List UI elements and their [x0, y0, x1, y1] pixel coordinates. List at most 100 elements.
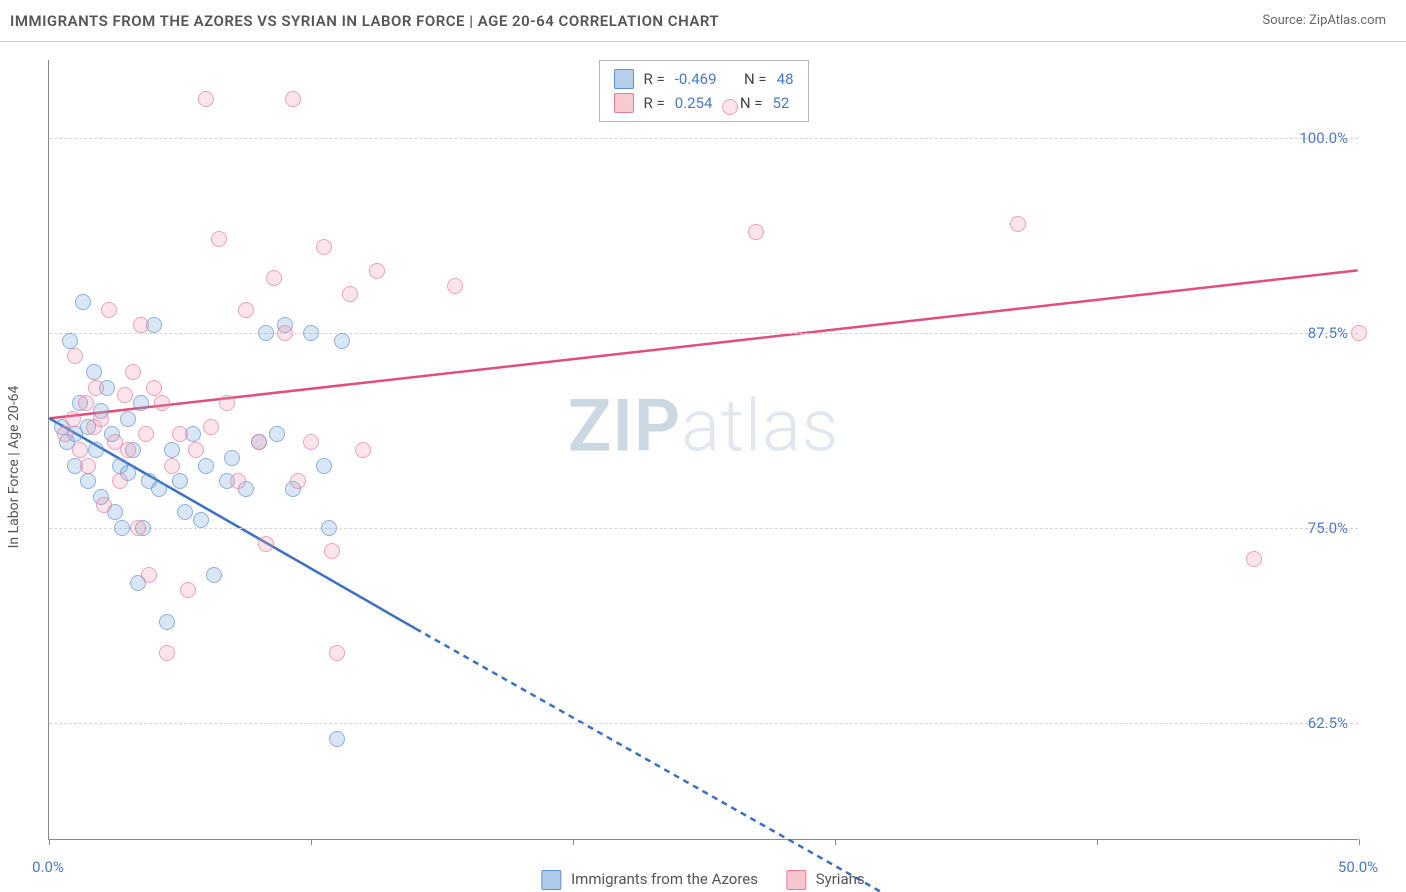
data-point-azores: [303, 325, 319, 341]
gridline-h: [49, 138, 1358, 139]
data-point-azores: [62, 333, 78, 349]
data-point-syrians: [180, 582, 196, 598]
data-point-azores: [88, 442, 104, 458]
data-point-azores: [151, 481, 167, 497]
data-point-azores: [133, 395, 149, 411]
data-point-azores: [321, 520, 337, 536]
data-point-azores: [269, 426, 285, 442]
legend-label-azores: Immigrants from the Azores: [571, 870, 758, 888]
data-point-syrians: [93, 411, 109, 427]
data-point-syrians: [266, 270, 282, 286]
data-point-syrians: [133, 317, 149, 333]
x-tick-label-max: 50.0%: [1338, 858, 1378, 876]
correlation-row-azores: R = -0.469 N = 48: [613, 67, 793, 91]
data-point-syrians: [125, 364, 141, 380]
data-point-azores: [334, 333, 350, 349]
data-point-syrians: [303, 434, 319, 450]
data-point-syrians: [141, 567, 157, 583]
data-point-syrians: [138, 426, 154, 442]
y-axis-label: In Labor Force | Age 20-64: [6, 386, 22, 549]
gridline-h: [49, 528, 1358, 529]
x-tick-label-min: 0.0%: [32, 858, 64, 876]
data-point-syrians: [78, 395, 94, 411]
source-name: ZipAtlas.com: [1309, 13, 1386, 28]
data-point-syrians: [80, 458, 96, 474]
source-attribution: Source: ZipAtlas.com: [1262, 13, 1386, 28]
gridline-h: [49, 333, 1358, 334]
data-point-syrians: [230, 473, 246, 489]
n-label: N =: [740, 91, 763, 115]
data-point-syrians: [251, 434, 267, 450]
swatch-azores-icon: [541, 870, 561, 890]
data-point-azores: [159, 614, 175, 630]
data-point-syrians: [172, 426, 188, 442]
data-point-syrians: [219, 395, 235, 411]
x-tick: [1097, 839, 1098, 845]
data-point-syrians: [203, 419, 219, 435]
data-point-azores: [120, 411, 136, 427]
data-point-syrians: [120, 442, 136, 458]
data-point-syrians: [277, 325, 293, 341]
gridline-h: [49, 723, 1358, 724]
swatch-azores-icon: [613, 69, 633, 89]
swatch-syrians-icon: [613, 93, 633, 113]
data-point-azores: [198, 458, 214, 474]
data-point-syrians: [285, 91, 301, 107]
data-point-syrians: [188, 442, 204, 458]
data-point-syrians: [67, 348, 83, 364]
data-point-syrians: [447, 278, 463, 294]
data-point-azores: [172, 473, 188, 489]
data-point-syrians: [112, 473, 128, 489]
data-point-syrians: [101, 302, 117, 318]
chart-title: IMMIGRANTS FROM THE AZORES VS SYRIAN IN …: [10, 12, 719, 30]
data-point-azores: [224, 450, 240, 466]
x-tick: [311, 839, 312, 845]
data-point-azores: [316, 458, 332, 474]
r-value-syrians: 0.254: [675, 91, 713, 115]
swatch-syrians-icon: [786, 870, 806, 890]
data-point-syrians: [316, 239, 332, 255]
data-point-syrians: [130, 520, 146, 536]
y-tick-label: 75.0%: [1308, 519, 1348, 537]
regression-line-azores-extrapolated: [416, 629, 939, 892]
y-tick-label: 87.5%: [1308, 324, 1348, 342]
data-point-syrians: [88, 380, 104, 396]
data-point-syrians: [342, 286, 358, 302]
series-legend: Immigrants from the Azores Syrians: [541, 870, 864, 890]
regression-line-syrians: [49, 270, 1357, 418]
data-point-syrians: [57, 426, 73, 442]
data-point-syrians: [117, 387, 133, 403]
data-point-syrians: [1246, 551, 1262, 567]
legend-item-azores: Immigrants from the Azores: [541, 870, 758, 890]
data-point-azores: [75, 294, 91, 310]
data-point-syrians: [329, 645, 345, 661]
data-point-syrians: [164, 458, 180, 474]
x-tick: [835, 839, 836, 845]
chart-header: IMMIGRANTS FROM THE AZORES VS SYRIAN IN …: [0, 0, 1406, 42]
y-tick-label: 62.5%: [1308, 714, 1348, 732]
data-point-syrians: [748, 224, 764, 240]
r-label: R =: [643, 67, 664, 91]
data-point-syrians: [290, 473, 306, 489]
data-point-azores: [193, 512, 209, 528]
correlation-row-syrians: R = 0.254 N = 52: [613, 91, 793, 115]
data-point-syrians: [1351, 325, 1367, 341]
r-value-azores: -0.469: [675, 67, 717, 91]
data-point-azores: [86, 364, 102, 380]
legend-label-syrians: Syrians: [816, 870, 865, 888]
plot-area: ZIPatlas R = -0.469 N = 48 R = 0.254 N =…: [48, 60, 1358, 840]
data-point-syrians: [159, 645, 175, 661]
data-point-syrians: [258, 536, 274, 552]
legend-item-syrians: Syrians: [786, 870, 865, 890]
data-point-syrians: [238, 302, 254, 318]
data-point-azores: [80, 473, 96, 489]
data-point-syrians: [722, 99, 738, 115]
chart-container: In Labor Force | Age 20-64 ZIPatlas R = …: [0, 42, 1406, 892]
data-point-syrians: [355, 442, 371, 458]
data-point-syrians: [72, 442, 88, 458]
data-point-syrians: [369, 263, 385, 279]
n-value-azores: 48: [777, 67, 794, 91]
data-point-syrians: [96, 497, 112, 513]
data-point-syrians: [211, 231, 227, 247]
data-point-syrians: [324, 543, 340, 559]
